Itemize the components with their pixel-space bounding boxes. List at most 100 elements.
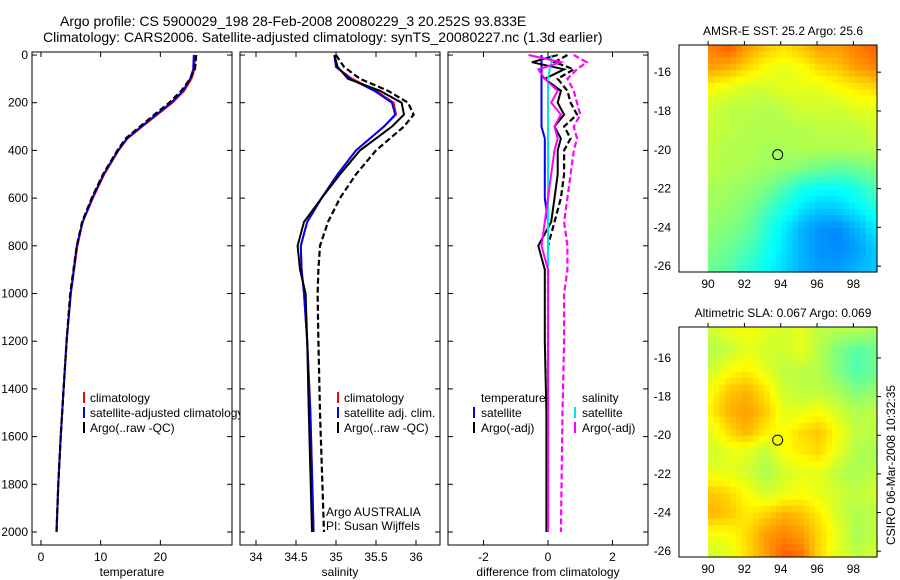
heatmap-cell: [848, 171, 856, 179]
heatmap-cell: [860, 537, 867, 545]
heatmap-cell: [809, 215, 816, 223]
heatmap-cell: [747, 158, 754, 166]
heatmap-cell: [803, 253, 811, 260]
heatmap-cell: [820, 473, 827, 481]
heatmap-cell: [798, 378, 805, 386]
heatmap-cell: [724, 190, 732, 197]
heatmap-cell: [860, 416, 867, 424]
heatmap-cell: [753, 234, 760, 242]
heatmap-cell: [730, 215, 737, 223]
heatmap-cell: [741, 333, 749, 341]
heatmap-cell: [764, 240, 771, 248]
heatmap-cell: [848, 537, 856, 545]
x-tick-label: 10: [94, 550, 108, 564]
heatmap-cell: [854, 327, 861, 334]
heatmap-cell: [708, 537, 715, 545]
heatmap-cell: [741, 208, 749, 216]
heatmap-cell: [792, 45, 799, 52]
heatmap-cell: [837, 429, 844, 437]
heatmap-cell: [792, 196, 799, 204]
heatmap-cell: [854, 177, 861, 185]
heatmap-cell: [736, 133, 743, 141]
heatmap-cell: [708, 518, 715, 526]
heatmap-cell: [848, 442, 856, 449]
heatmap-cell: [865, 95, 872, 103]
heatmap-cell: [860, 246, 867, 254]
heatmap-cell: [758, 422, 765, 430]
heatmap-cell: [770, 371, 777, 379]
heatmap-cell: [786, 215, 794, 223]
heatmap-cell: [820, 171, 827, 179]
heatmap-cell: [843, 259, 850, 267]
heatmap-cell: [770, 505, 777, 513]
heatmap-cell: [815, 158, 822, 166]
heatmap-cell: [786, 70, 794, 78]
heatmap-cell: [708, 108, 715, 115]
heatmap-cell: [753, 45, 760, 52]
heatmap-cell: [747, 327, 754, 334]
heatmap-cell: [831, 512, 839, 520]
heatmap-cell: [719, 82, 726, 90]
heatmap-cell: [719, 158, 726, 166]
heatmap-cell: [708, 378, 715, 386]
heatmap-cell: [860, 435, 867, 443]
heatmap-cell: [708, 397, 715, 405]
heatmap-cell: [809, 512, 816, 520]
heatmap-cell: [860, 82, 867, 90]
heatmap-cell: [770, 120, 777, 128]
heatmap-cell: [843, 429, 850, 437]
heatmap-cell: [826, 108, 833, 115]
heatmap-cell: [831, 45, 839, 52]
heatmap-cell: [865, 416, 872, 424]
heatmap-cell: [741, 365, 749, 373]
heatmap-cell: [820, 333, 827, 341]
heatmap-cell: [770, 51, 777, 59]
heatmap-cell: [865, 183, 872, 191]
heatmap-cell: [871, 183, 878, 191]
heatmap-cell: [854, 259, 861, 267]
heatmap-cell: [775, 416, 782, 424]
heatmap-cell: [848, 525, 856, 533]
heatmap-cell: [786, 403, 794, 411]
heatmap-cell: [708, 215, 715, 223]
y-tick-label: -18: [654, 104, 672, 118]
heatmap-cell: [736, 371, 743, 379]
heatmap-cell: [792, 120, 799, 128]
heatmap-cell: [803, 429, 811, 437]
heatmap-cell: [747, 108, 754, 115]
heatmap-cell: [815, 499, 822, 507]
heatmap-cell: [764, 63, 771, 71]
heatmap-cell: [719, 240, 726, 248]
heatmap-cell: [803, 126, 811, 134]
heatmap-cell: [792, 82, 799, 90]
heatmap-cell: [837, 365, 844, 373]
heatmap-cell: [798, 45, 805, 52]
heatmap-cell: [803, 499, 811, 507]
heatmap-cell: [826, 531, 833, 539]
heatmap-cell: [865, 196, 872, 204]
heatmap-cell: [781, 196, 788, 204]
heatmap-cell: [815, 537, 822, 545]
heatmap-cell: [860, 327, 867, 334]
heatmap-cell: [775, 89, 782, 97]
heatmap-cell: [786, 358, 794, 366]
heatmap-cell: [764, 114, 771, 122]
heatmap-cell: [747, 397, 754, 405]
heatmap-cell: [781, 550, 788, 558]
heatmap-cell: [719, 108, 726, 115]
heatmap-cell: [860, 467, 867, 475]
heatmap-cell: [758, 120, 765, 128]
heatmap-cell: [837, 89, 844, 97]
heatmap-cell: [786, 114, 794, 122]
heatmap-cell: [719, 101, 726, 109]
heatmap-cell: [730, 221, 737, 229]
heatmap-cell: [820, 537, 827, 545]
heatmap-cell: [713, 95, 720, 103]
heatmap-cell: [831, 448, 839, 456]
heatmap-cell: [786, 512, 794, 520]
heatmap-cell: [781, 82, 788, 90]
heatmap-cell: [871, 240, 878, 248]
heatmap-cell: [871, 390, 878, 398]
heatmap-cell: [764, 208, 771, 216]
heatmap-cell: [792, 486, 799, 494]
